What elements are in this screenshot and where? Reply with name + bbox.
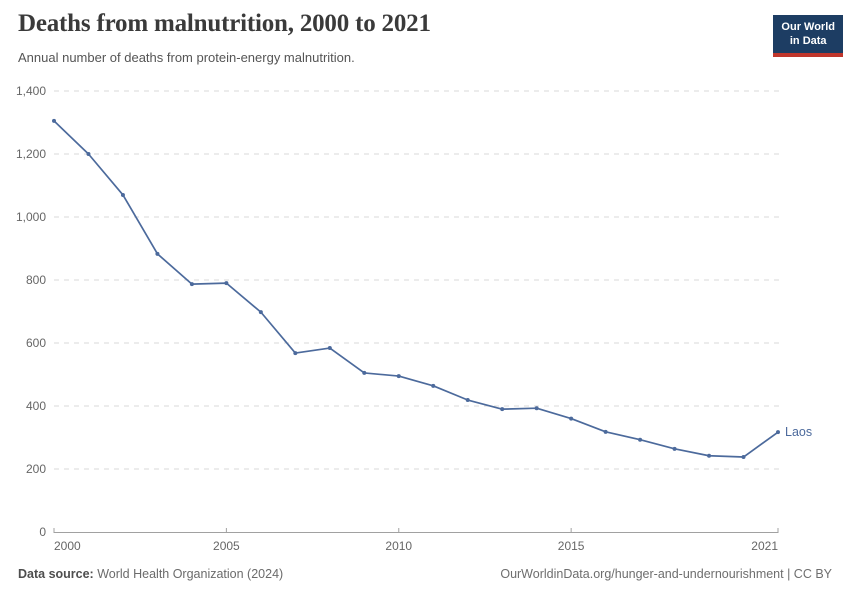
- data-source-label: Data source:: [18, 567, 94, 581]
- x-tick-label-2000: 2000: [54, 539, 81, 553]
- data-point-2009: [362, 370, 367, 375]
- page-title: Deaths from malnutrition, 2000 to 2021: [18, 10, 431, 37]
- owid-logo-line1: Our World: [781, 21, 835, 33]
- data-point-2010: [396, 374, 401, 379]
- data-point-2007: [293, 351, 298, 356]
- y-tick-label-200: 200: [26, 462, 46, 476]
- y-tick-label-800: 800: [26, 273, 46, 287]
- x-tick-label-2021: 2021: [751, 539, 778, 553]
- data-point-2016: [603, 429, 608, 434]
- line-chart-plot: 0 200 400 600 800 1,000 1,200 1,400 2000 2005 2010…: [16, 84, 812, 553]
- y-tick-label-1400: 1,400: [16, 84, 46, 98]
- data-point-2008: [327, 346, 332, 351]
- data-point-2005: [224, 281, 229, 286]
- y-tick-label-600: 600: [26, 336, 46, 350]
- data-point-2012: [465, 398, 470, 403]
- data-source-value: World Health Organization (2024): [97, 567, 284, 581]
- data-line-laos: [53, 120, 779, 458]
- data-point-2004: [189, 282, 194, 287]
- data-point-2013: [500, 407, 505, 412]
- data-point-2006: [258, 310, 263, 315]
- data-point-2014: [534, 406, 539, 411]
- y-tick-label-400: 400: [26, 399, 46, 413]
- x-tick-label-2010: 2010: [385, 539, 412, 553]
- data-point-2017: [638, 437, 643, 442]
- data-point-2020: [741, 455, 746, 460]
- data-point-2021: [776, 430, 780, 435]
- x-tick-label-2015: 2015: [558, 539, 585, 553]
- data-point-2011: [431, 383, 436, 388]
- series-label-laos: Laos: [785, 425, 812, 439]
- owid-logo-line2: in Data: [789, 35, 827, 48]
- data-point-2018: [672, 446, 677, 451]
- data-point-2019: [707, 453, 712, 458]
- credit-line: OurWorldinData.org/hunger-and-undernouri…: [500, 567, 832, 581]
- data-point-2015: [569, 416, 574, 421]
- owid-logo: Our World in Data: [773, 15, 843, 57]
- chart-subtitle: Annual number of deaths from protein-ene…: [18, 50, 355, 65]
- y-tick-label-1000: 1,000: [16, 210, 46, 224]
- data-point-2000: [52, 118, 56, 123]
- data-point-2003: [155, 251, 160, 256]
- data-point-2002: [120, 192, 125, 197]
- data-source: Data source: World Health Organization (…: [18, 567, 283, 581]
- footer: Data source: World Health Organization (…: [18, 567, 832, 581]
- data-point-2001: [86, 152, 91, 156]
- y-tick-label-1200: 1,200: [16, 147, 46, 161]
- x-tick-label-2005: 2005: [213, 539, 240, 553]
- y-tick-label-0: 0: [39, 525, 46, 539]
